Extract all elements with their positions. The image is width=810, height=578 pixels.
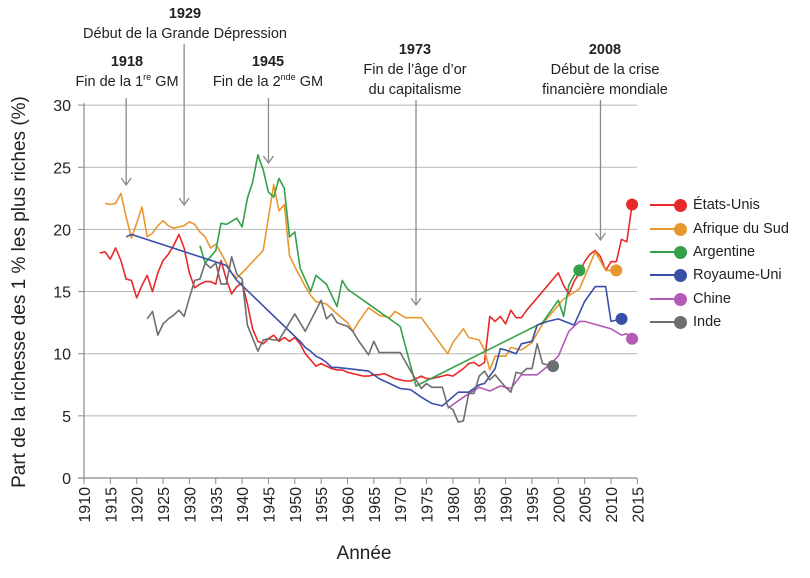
- legend-line: [650, 204, 680, 207]
- annotation-1945: 1945 Fin de la 2nde GM: [213, 52, 323, 92]
- x-tick-label: 1950: [288, 487, 305, 523]
- annotation-text: Début de la crise: [550, 62, 660, 78]
- x-tick-label: 2010: [604, 487, 621, 523]
- x-tick-label: 1960: [341, 487, 358, 523]
- x-tick-label: 1935: [209, 487, 226, 523]
- legend-label: Royaume-Uni: [693, 267, 782, 283]
- annotation-1918: 1918 Fin de la 1re GM: [75, 52, 178, 92]
- y-tick-label: 0: [62, 471, 71, 488]
- series-end-point-1: [610, 264, 623, 277]
- legend-label: États-Unis: [693, 197, 760, 213]
- annotation-1973: 1973 Fin de l’âge d’or du capitalisme: [363, 40, 466, 100]
- legend-line: [650, 298, 680, 301]
- annotation-text-line2: du capitalisme: [368, 82, 462, 98]
- x-axis-title: Année: [336, 543, 392, 564]
- series-end-point-3: [615, 312, 628, 325]
- x-tick-label: 2015: [630, 487, 647, 523]
- annotation-year: 1973: [398, 42, 432, 58]
- x-tick-label: 1920: [130, 487, 147, 523]
- series-line-5: [146, 255, 554, 423]
- arrowhead-icon: [178, 197, 190, 207]
- legend-marker-icon: [674, 268, 687, 282]
- legend-item: Argentine: [650, 242, 755, 262]
- series-line-2: [199, 154, 580, 387]
- x-tick-label: 1930: [182, 487, 199, 523]
- series-end-point-0: [626, 198, 639, 211]
- x-tick-label: 2000: [551, 487, 568, 523]
- legend-marker-icon: [674, 222, 687, 236]
- annotation-text-end: GM: [295, 74, 324, 90]
- arrowhead-icon: [410, 297, 422, 307]
- x-tick-label: 1910: [77, 487, 94, 523]
- annotation-text: Fin de la 1: [75, 74, 144, 90]
- annotation-1929: 1929 Début de la Grande Dépression: [83, 4, 287, 44]
- legend-line: [650, 228, 680, 231]
- x-tick-label: 1990: [499, 487, 516, 523]
- annotation-text: Fin de la 2: [212, 74, 281, 90]
- x-tick-label: 1985: [472, 487, 489, 523]
- legend-marker-icon: [674, 245, 687, 259]
- annotation-2008: 2008 Début de la crise financière mondia…: [542, 40, 668, 100]
- series-end-point-4: [626, 332, 639, 345]
- legend-label: Argentine: [693, 244, 756, 260]
- annotation-year: 1945: [251, 54, 285, 70]
- annotation-sup: re: [143, 72, 152, 82]
- legend-marker-icon: [674, 198, 687, 212]
- annotation-sup: nde: [280, 72, 296, 82]
- y-tick-label: 5: [62, 409, 71, 426]
- legend-item: États-Unis: [650, 195, 760, 215]
- x-tick-label: 2005: [578, 487, 595, 523]
- legend-item: Afrique du Sud: [650, 219, 789, 239]
- legend-label: Afrique du Sud: [693, 221, 789, 237]
- legend-item: Chine: [650, 289, 731, 309]
- legend-marker-icon: [674, 292, 687, 306]
- x-tick-label: 1915: [103, 487, 120, 523]
- y-axis-title: Part de la richesse des 1 % les plus ric…: [9, 96, 30, 488]
- annotation-year: 1918: [110, 54, 144, 70]
- legend-line: [650, 321, 680, 324]
- series-end-point-5: [547, 360, 560, 373]
- x-tick-label: 1995: [525, 487, 542, 523]
- x-tick-label: 1980: [446, 487, 463, 523]
- x-tick-label: 1925: [156, 487, 173, 523]
- annotation-text: Début de la Grande Dépression: [83, 26, 287, 42]
- legend-label: Inde: [693, 314, 722, 330]
- legend-marker-icon: [674, 315, 687, 329]
- y-tick-label: 15: [53, 285, 71, 302]
- y-tick-label: 20: [53, 222, 71, 239]
- series-end-point-2: [573, 264, 586, 277]
- annotation-text-line2: financière mondiale: [542, 82, 668, 98]
- x-tick-label: 1975: [420, 487, 437, 523]
- x-tick-label: 1940: [235, 487, 252, 523]
- arrowhead-icon: [262, 155, 274, 165]
- x-tick-label: 1970: [393, 487, 410, 523]
- series-line-3: [125, 233, 622, 407]
- legend-item: Inde: [650, 312, 721, 332]
- annotation-text-end: GM: [151, 74, 179, 90]
- y-tick-label: 10: [53, 347, 71, 364]
- legend-item: Royaume-Uni: [650, 265, 782, 285]
- annotation-year: 2008: [588, 42, 622, 58]
- y-tick-label: 30: [53, 98, 71, 115]
- legend-line: [650, 251, 680, 254]
- series-line-1: [104, 183, 617, 371]
- legend-label: Chine: [693, 291, 731, 307]
- arrowhead-icon: [120, 177, 132, 187]
- x-tick-label: 1965: [367, 487, 384, 523]
- x-tick-label: 1945: [261, 487, 278, 523]
- x-tick-label: 1955: [314, 487, 331, 523]
- series-line-4: [447, 320, 633, 410]
- arrowhead-icon: [594, 232, 606, 242]
- series-line-0: [99, 204, 633, 382]
- annotation-text: Fin de l’âge d’or: [363, 62, 467, 78]
- annotation-year: 1929: [168, 6, 202, 22]
- y-tick-label: 25: [53, 160, 71, 177]
- legend-line: [650, 274, 680, 277]
